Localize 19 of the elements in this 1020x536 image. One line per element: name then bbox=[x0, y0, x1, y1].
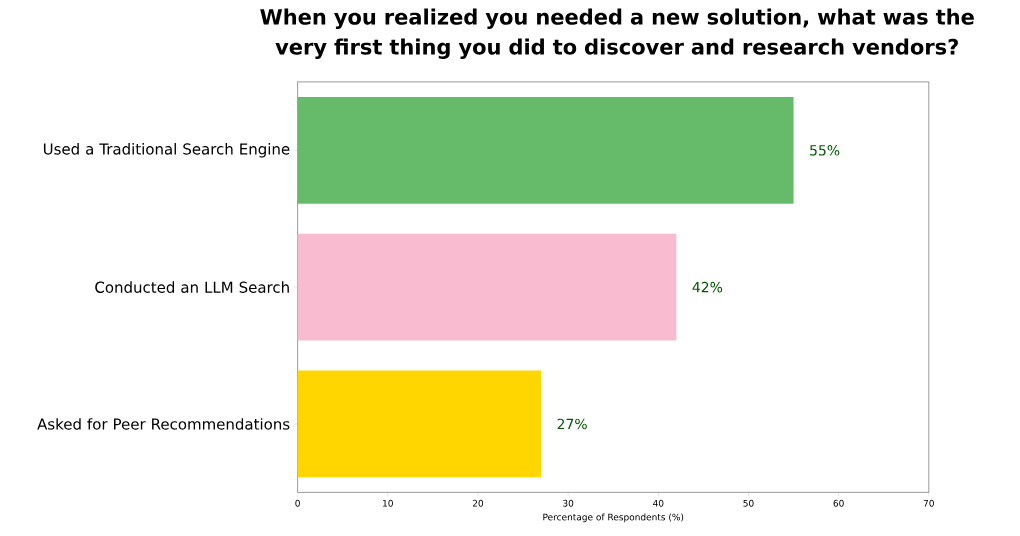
x-tick-label: 50 bbox=[743, 499, 754, 507]
data-label: 55% bbox=[810, 144, 840, 156]
x-tick-label: 60 bbox=[833, 499, 844, 507]
bar bbox=[297, 96, 794, 204]
y-tick-label: Conducted an LLM Search bbox=[95, 281, 289, 293]
data-label: 27% bbox=[557, 418, 587, 430]
bar bbox=[297, 370, 542, 478]
bar bbox=[297, 233, 677, 341]
x-tick-label: 40 bbox=[653, 499, 664, 507]
x-tick-label: 70 bbox=[923, 499, 934, 507]
x-axis-title: Percentage of Respondents (%) bbox=[543, 513, 684, 523]
data-label: 42% bbox=[692, 281, 723, 293]
x-tick-label: 20 bbox=[472, 499, 484, 507]
x-tick-label: 30 bbox=[563, 499, 574, 507]
x-tick-label: 10 bbox=[383, 499, 393, 507]
x-tick-label: 0 bbox=[295, 499, 300, 507]
y-tick-label: Used a Traditional Search Engine bbox=[43, 142, 290, 158]
chart-title: When you realized you needed a new solution, what was the very first thing you did to discover and research vendors? bbox=[260, 8, 974, 59]
y-tick-label: Asked for Peer Recommendations bbox=[37, 418, 290, 430]
